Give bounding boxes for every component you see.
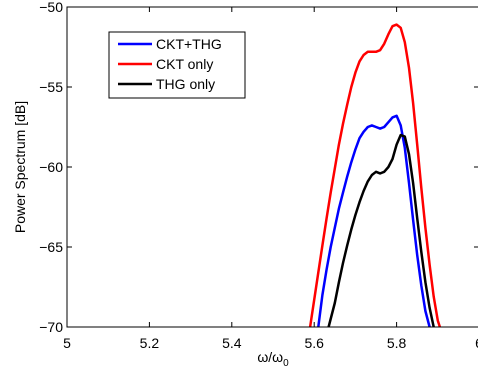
series-line-ckt-only bbox=[308, 23, 442, 328]
x-axis-label: ω/ω0 bbox=[257, 349, 289, 369]
series-line-thg-only bbox=[327, 133, 435, 328]
x-tick-label: 5 bbox=[63, 335, 71, 351]
series-layer bbox=[308, 23, 442, 328]
series-line-ckt-thg bbox=[317, 114, 431, 328]
legend-label-ckt-thg: CKT+THG bbox=[156, 36, 222, 52]
legend-label-thg-only: THG only bbox=[156, 76, 215, 92]
x-tick-label: 6 bbox=[475, 335, 478, 351]
x-tick-label: 5.2 bbox=[140, 335, 160, 351]
y-tick-label: −50 bbox=[39, 0, 63, 15]
x-tick-label: 5.4 bbox=[222, 335, 242, 351]
y-tick-label: −60 bbox=[39, 159, 63, 175]
x-tick-label: 5.8 bbox=[387, 335, 407, 351]
y-axis-label: Power Spectrum [dB] bbox=[12, 101, 28, 233]
x-tick-label: 5.6 bbox=[304, 335, 324, 351]
legend-label-ckt-only: CKT only bbox=[156, 56, 213, 72]
x-axis-label-main: ω/ω bbox=[257, 349, 283, 365]
legend: CKT+THG CKT only THG only bbox=[108, 31, 246, 99]
y-tick-label: −70 bbox=[39, 319, 63, 335]
y-tick-label: −55 bbox=[39, 79, 63, 95]
x-axis-label-subscript: 0 bbox=[283, 358, 289, 369]
x-axis: 5 5.2 5.4 5.6 5.8 6 bbox=[63, 7, 478, 351]
y-tick-label: −65 bbox=[39, 239, 63, 255]
y-axis: −70 −65 −60 −55 −50 bbox=[39, 0, 478, 335]
